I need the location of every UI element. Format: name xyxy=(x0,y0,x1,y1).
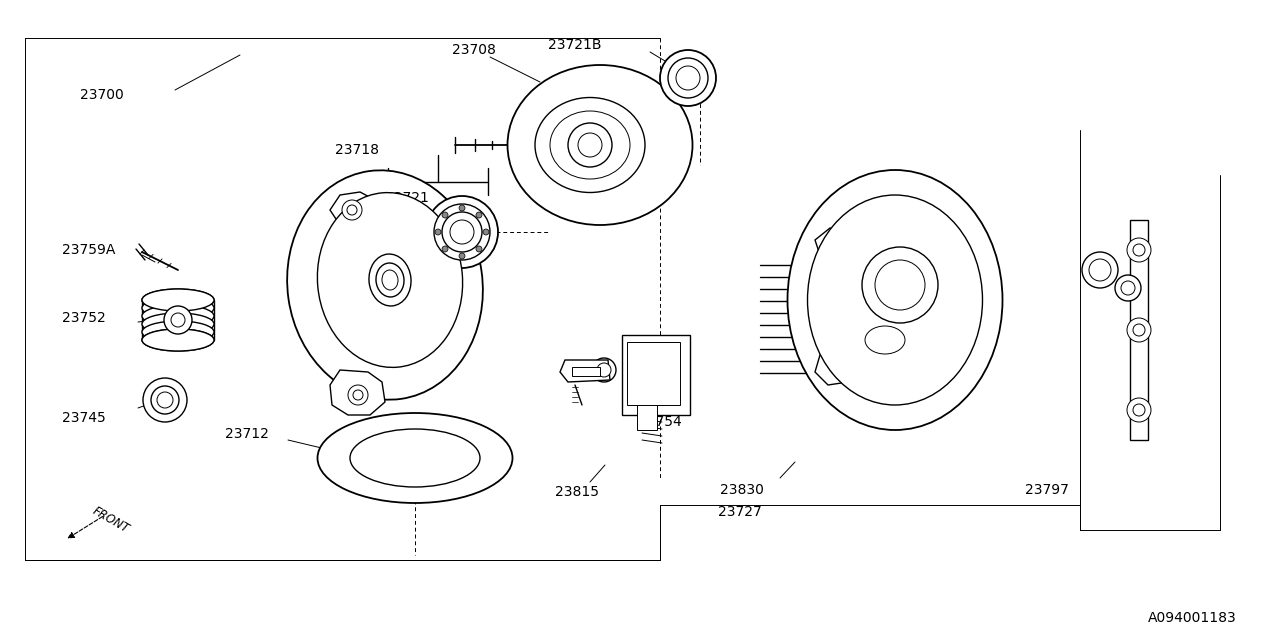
Text: 23797: 23797 xyxy=(1025,483,1069,497)
Text: 23700: 23700 xyxy=(79,88,124,102)
Text: 23745: 23745 xyxy=(61,411,106,425)
Circle shape xyxy=(1115,275,1140,301)
Circle shape xyxy=(596,363,611,377)
Circle shape xyxy=(460,205,465,211)
Text: A094001183: A094001183 xyxy=(1148,611,1236,625)
Circle shape xyxy=(442,246,448,252)
Circle shape xyxy=(668,58,708,98)
Circle shape xyxy=(861,247,938,323)
Ellipse shape xyxy=(550,111,630,179)
Circle shape xyxy=(1089,259,1111,281)
Polygon shape xyxy=(815,228,855,260)
Ellipse shape xyxy=(808,195,983,405)
Circle shape xyxy=(151,386,179,414)
Text: FRONT: FRONT xyxy=(90,504,131,536)
Circle shape xyxy=(591,358,616,382)
Text: 23708: 23708 xyxy=(452,43,495,57)
Circle shape xyxy=(353,390,364,400)
Polygon shape xyxy=(1130,220,1148,440)
Text: 23727: 23727 xyxy=(718,505,762,519)
Polygon shape xyxy=(330,192,375,228)
Ellipse shape xyxy=(535,97,645,193)
Ellipse shape xyxy=(142,305,214,327)
Text: 23721B: 23721B xyxy=(548,38,602,52)
Circle shape xyxy=(1133,244,1146,256)
Circle shape xyxy=(347,205,357,215)
Circle shape xyxy=(1126,398,1151,422)
Polygon shape xyxy=(815,355,855,385)
Ellipse shape xyxy=(142,289,214,311)
Ellipse shape xyxy=(142,289,214,311)
Ellipse shape xyxy=(865,326,905,354)
Circle shape xyxy=(579,133,602,157)
Circle shape xyxy=(1126,238,1151,262)
Ellipse shape xyxy=(376,263,404,297)
Ellipse shape xyxy=(381,270,398,290)
Ellipse shape xyxy=(142,321,214,343)
Circle shape xyxy=(426,196,498,268)
Circle shape xyxy=(476,246,483,252)
Circle shape xyxy=(568,123,612,167)
Ellipse shape xyxy=(787,170,1002,430)
Text: 23752: 23752 xyxy=(61,311,106,325)
Text: 23815: 23815 xyxy=(556,485,599,499)
Ellipse shape xyxy=(369,254,411,306)
Ellipse shape xyxy=(142,329,214,351)
Polygon shape xyxy=(627,342,680,405)
Polygon shape xyxy=(561,360,611,382)
Text: 23754: 23754 xyxy=(637,415,682,429)
Circle shape xyxy=(348,385,369,405)
Ellipse shape xyxy=(317,413,512,503)
Circle shape xyxy=(434,204,490,260)
Ellipse shape xyxy=(507,65,692,225)
Circle shape xyxy=(1126,318,1151,342)
Polygon shape xyxy=(330,370,385,415)
Ellipse shape xyxy=(349,429,480,487)
Circle shape xyxy=(483,229,489,235)
Circle shape xyxy=(442,212,448,218)
Text: 23830: 23830 xyxy=(719,483,764,497)
Ellipse shape xyxy=(142,297,214,319)
Ellipse shape xyxy=(287,170,483,400)
Text: 23712: 23712 xyxy=(225,427,269,441)
Polygon shape xyxy=(572,367,600,376)
Circle shape xyxy=(1133,404,1146,416)
Circle shape xyxy=(435,229,442,235)
Circle shape xyxy=(476,212,483,218)
Circle shape xyxy=(1121,281,1135,295)
Circle shape xyxy=(1082,252,1117,288)
Circle shape xyxy=(460,253,465,259)
Circle shape xyxy=(876,260,925,310)
Ellipse shape xyxy=(317,193,462,367)
Circle shape xyxy=(172,313,186,327)
Circle shape xyxy=(451,220,474,244)
Polygon shape xyxy=(637,402,657,430)
Circle shape xyxy=(676,66,700,90)
Text: 23718: 23718 xyxy=(335,143,379,157)
Circle shape xyxy=(157,392,173,408)
Text: 23759A: 23759A xyxy=(61,243,115,257)
Polygon shape xyxy=(622,335,690,415)
Ellipse shape xyxy=(142,329,214,351)
Text: 23721: 23721 xyxy=(385,191,429,205)
Circle shape xyxy=(1133,324,1146,336)
Circle shape xyxy=(660,50,716,106)
Circle shape xyxy=(164,306,192,334)
Circle shape xyxy=(143,378,187,422)
Ellipse shape xyxy=(142,313,214,335)
Circle shape xyxy=(442,212,483,252)
Circle shape xyxy=(342,200,362,220)
